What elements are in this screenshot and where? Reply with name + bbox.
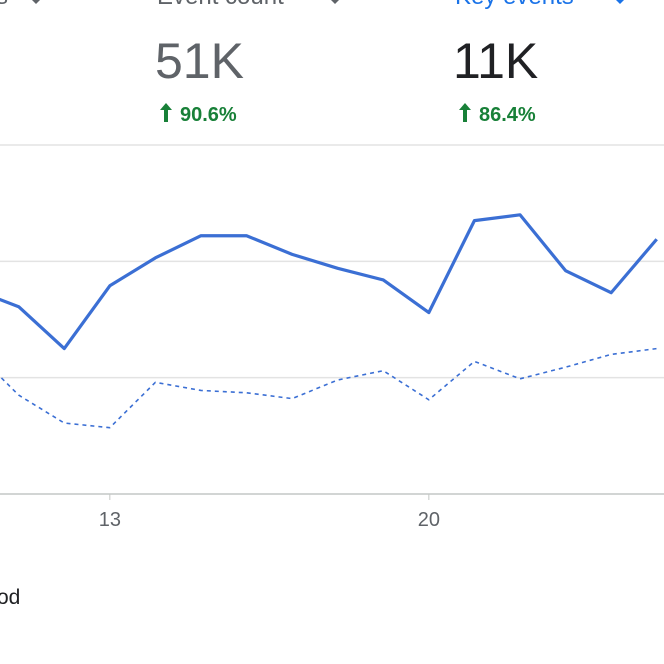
- metric-value: 51K: [155, 33, 244, 89]
- metric-change: 90.6%: [180, 104, 237, 126]
- metric-label[interactable]: s: [0, 0, 8, 10]
- metric-label[interactable]: Key events: [455, 0, 574, 10]
- x-tick-label: 13: [99, 509, 121, 531]
- dropdown-icon[interactable]: [31, 0, 41, 4]
- series-line: [0, 347, 657, 429]
- dropdown-icon[interactable]: [330, 0, 340, 4]
- metric-value: 11K: [453, 33, 538, 89]
- metric-change: 86.4%: [479, 104, 536, 126]
- x-axis: 13 20: [99, 494, 440, 531]
- metric-label[interactable]: Event count: [157, 0, 284, 10]
- grid: [0, 144, 664, 495]
- series-line: [0, 213, 658, 351]
- plot-area: [0, 213, 658, 429]
- dropdown-icon[interactable]: [615, 0, 625, 4]
- up-arrow-icon: [160, 103, 172, 122]
- legend-label: od: [0, 586, 20, 609]
- x-tick-label: 20: [418, 509, 440, 531]
- up-arrow-icon: [459, 103, 471, 122]
